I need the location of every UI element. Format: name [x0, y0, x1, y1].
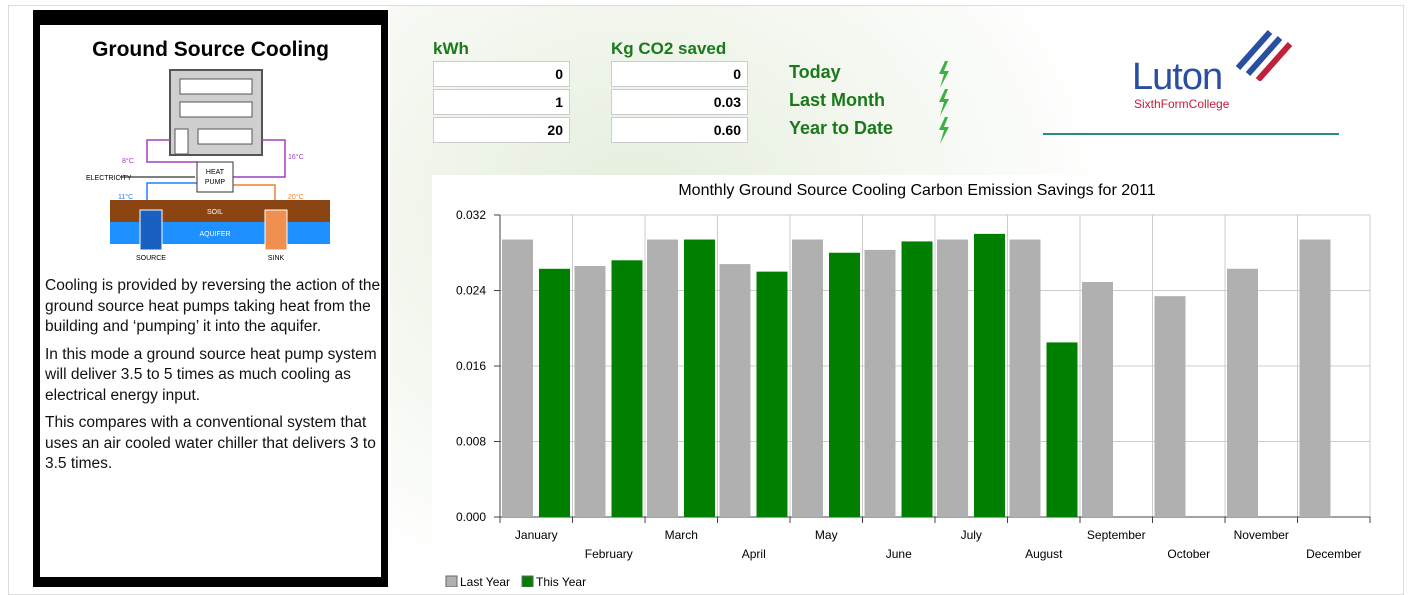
bar: [1046, 342, 1078, 517]
label: AQUIFER: [199, 231, 230, 238]
y-tick-label: 0.000: [456, 510, 486, 524]
bar: [647, 239, 678, 517]
label: 11°C: [118, 193, 133, 201]
x-tick-label: October: [1167, 547, 1210, 561]
heat-pump-box: [196, 161, 234, 193]
label: SOURCE: [136, 255, 166, 262]
bar: [719, 264, 751, 517]
pipe: [233, 139, 286, 178]
x-tick-label: November: [1234, 528, 1289, 542]
bolt: [939, 117, 949, 144]
bar: [756, 271, 788, 517]
paragraph: This compares with a conventional system…: [45, 414, 376, 472]
logo-stripe: [1245, 36, 1283, 76]
x-tick-label: March: [665, 528, 698, 542]
label: HEAT: [206, 169, 225, 176]
co2-value: 0.03: [611, 89, 748, 115]
bar: [1227, 268, 1258, 517]
kwh-value: 20: [433, 117, 570, 143]
column-header: kWh: [433, 39, 469, 58]
column-header: Kg CO2 saved: [611, 39, 727, 58]
logo-mark: [1235, 30, 1293, 81]
bar: [574, 265, 606, 517]
bar: [792, 239, 823, 517]
bar: [1009, 239, 1041, 517]
x-tick-label: May: [815, 528, 838, 542]
label: 8°C: [122, 157, 134, 165]
bar: [502, 239, 533, 517]
x-tick-label: June: [886, 547, 912, 561]
paragraph: In this mode a ground source heat pump s…: [45, 345, 377, 404]
bar: [974, 233, 1005, 517]
bar: [539, 268, 570, 517]
logo-name: Luton: [1132, 56, 1223, 98]
window: [179, 78, 253, 95]
bar: [684, 239, 715, 517]
x-tick-label: January: [515, 528, 558, 542]
kwh-value: 1: [433, 89, 570, 115]
label: 20°C: [288, 193, 304, 201]
y-tick-label: 0.024: [456, 284, 486, 298]
legend-swatch: [445, 575, 458, 587]
bolt: [939, 89, 949, 116]
period-label: Year to Date: [789, 118, 894, 138]
bolt-icon: [939, 117, 949, 144]
bolt-icon: [939, 89, 949, 116]
period-label: Today: [789, 62, 841, 82]
paragraph: Cooling is provided by reversing the act…: [45, 277, 381, 335]
chart: Monthly Ground Source Cooling Carbon Emi…: [445, 182, 1371, 587]
logo-subtitle: SixthFormCollege: [1134, 97, 1230, 111]
x-tick-label: August: [1025, 547, 1063, 561]
sink-well: [264, 209, 288, 251]
bolt: [939, 61, 949, 88]
label: SOIL: [207, 209, 223, 216]
info-text: Cooling is provided by reversing the act…: [45, 276, 383, 482]
pipe: [146, 139, 197, 163]
source-well: [139, 209, 163, 251]
x-tick-label: July: [961, 528, 982, 542]
bar: [864, 249, 896, 517]
label: 16°C: [288, 153, 304, 161]
x-tick-label: April: [742, 547, 766, 561]
bar: [611, 260, 643, 517]
x-tick-label: September: [1087, 528, 1146, 542]
period-label: Last Month: [789, 90, 885, 110]
label: ELECTRICITY: [86, 175, 132, 182]
chart-title: Monthly Ground Source Cooling Carbon Emi…: [678, 182, 1155, 199]
logo-rule: [1043, 133, 1339, 135]
co2-value: 0: [611, 61, 748, 87]
bar: [1154, 296, 1186, 517]
legend-label: This Year: [536, 575, 586, 587]
bar: [937, 239, 968, 517]
x-tick-label: February: [585, 547, 633, 561]
diagram: 8°C 16°C ELECTRICITY HEAT PUMP 11°C 20°C…: [86, 69, 330, 262]
window: [179, 101, 253, 118]
y-tick-label: 0.016: [456, 359, 486, 373]
co2-value: 0.60: [611, 117, 748, 143]
legend-swatch: [521, 575, 534, 587]
info-title: Ground Source Cooling: [92, 38, 329, 61]
bar: [1082, 282, 1113, 517]
y-tick-label: 0.032: [456, 208, 486, 222]
bar: [1299, 239, 1331, 517]
x-tick-label: December: [1306, 547, 1361, 561]
y-tick-label: 0.008: [456, 435, 486, 449]
legend-label: Last Year: [460, 575, 510, 587]
bolt-icon: [939, 61, 949, 88]
door: [174, 128, 189, 155]
bar: [829, 252, 860, 517]
window: [197, 128, 253, 145]
kwh-value: 0: [433, 61, 570, 87]
logo-stripe: [1255, 42, 1293, 81]
label: SINK: [268, 255, 285, 262]
logo-stripe: [1235, 30, 1273, 70]
bar: [901, 241, 933, 518]
label: PUMP: [205, 179, 226, 186]
